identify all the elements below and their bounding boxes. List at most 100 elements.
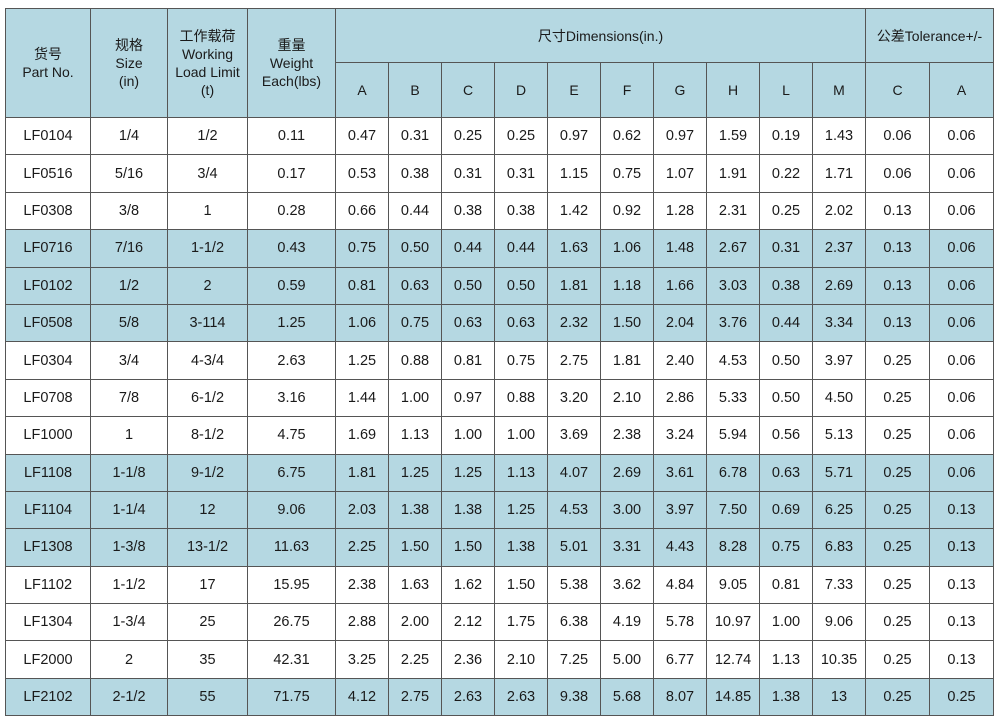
table-cell: 4.84 — [653, 565, 707, 605]
table-cell: 0.44 — [494, 229, 548, 268]
table-cell: 6.75 — [247, 453, 336, 492]
table-cell: 1.07 — [653, 154, 707, 193]
table-cell: 0.63 — [494, 303, 548, 343]
header-part-no-cn: 货号 — [34, 46, 62, 62]
table-cell: 0.97 — [441, 378, 495, 418]
table-cell: 1.25 — [335, 341, 389, 380]
table-cell: 1.42 — [547, 191, 601, 231]
table-cell: 71.75 — [247, 677, 336, 717]
table-cell: 0.06 — [865, 116, 930, 156]
header-weight-en-2: Each(lbs) — [261, 73, 322, 89]
table-cell: 3.34 — [812, 303, 866, 343]
table-cell: 0.25 — [865, 565, 930, 605]
table-cell: 0.25 — [865, 378, 930, 418]
table-row: LF0708 7/8 6-1/2 3.16 1.44 1.00 0.97 0.88 3.20 2.… — [5, 378, 994, 418]
table-cell: 1.38 — [494, 528, 548, 567]
table-cell: 2.37 — [812, 229, 866, 268]
table-cell: 0.06 — [865, 154, 930, 193]
table-cell: 0.06 — [929, 341, 994, 380]
table-cell: 9.06 — [812, 603, 866, 642]
dim-col-a: A — [335, 62, 389, 118]
table-cell: 0.63 — [441, 303, 495, 343]
table-cell: 1.66 — [653, 266, 707, 305]
table-cell: 3.20 — [547, 378, 601, 418]
table-cell: 35 — [167, 640, 248, 679]
table-cell: 1-3/4 — [90, 603, 168, 642]
table-cell: 0.13 — [865, 229, 930, 268]
table-cell: 0.81 — [441, 341, 495, 380]
table-cell: 0.69 — [759, 490, 813, 530]
header-weight: 重量 Weight Each(lbs) — [247, 8, 336, 118]
table-cell: 1-1/8 — [90, 453, 168, 492]
table-cell: 2.10 — [600, 378, 654, 418]
table-cell: 9.06 — [247, 490, 336, 530]
subheader-row: A B C D E F G H L M C A — [6, 62, 994, 118]
header-working-load-limit: 工作载荷 Working Load Limit (t) — [167, 8, 248, 118]
dim-col-h: H — [706, 62, 760, 118]
table-cell: 3.03 — [706, 266, 760, 305]
table-cell: 3.31 — [600, 528, 654, 567]
tol-col-a: A — [929, 62, 994, 118]
table-cell: 2.00 — [388, 603, 442, 642]
part-number-cell: LF1000 — [5, 416, 91, 455]
table-cell: 2.04 — [653, 303, 707, 343]
dim-col-m: M — [812, 62, 866, 118]
table-cell: 0.13 — [865, 303, 930, 343]
header-wll-en-1: Working — [181, 46, 234, 62]
table-cell: 0.44 — [388, 191, 442, 231]
table-cell: 2.38 — [335, 565, 389, 605]
dim-col-c: C — [441, 62, 495, 118]
table-cell: 0.25 — [494, 116, 548, 156]
table-cell: 0.06 — [929, 116, 994, 156]
table-cell: 2.38 — [600, 416, 654, 455]
part-number-cell: LF0308 — [5, 191, 91, 231]
header-part-no: 货号 Part No. — [5, 8, 91, 118]
table-cell: 3.25 — [335, 640, 389, 679]
table-cell: 5.00 — [600, 640, 654, 679]
table-cell: 5/16 — [90, 154, 168, 193]
table-cell: 0.88 — [388, 341, 442, 380]
table-cell: 3.00 — [600, 490, 654, 530]
table-cell: 9.38 — [547, 677, 601, 717]
table-cell: 13-1/2 — [167, 528, 248, 567]
table-cell: 0.38 — [441, 191, 495, 231]
table-cell: 2.10 — [494, 640, 548, 679]
table-cell: 0.25 — [865, 490, 930, 530]
table-cell: 1.50 — [600, 303, 654, 343]
part-number-cell: LF0104 — [5, 116, 91, 156]
table-cell: 1.13 — [759, 640, 813, 679]
table-cell: 25 — [167, 603, 248, 642]
table-cell: 1.25 — [441, 453, 495, 492]
table-cell: 1.00 — [759, 603, 813, 642]
table-cell: 5.68 — [600, 677, 654, 717]
table-cell: 17 — [167, 565, 248, 605]
table-row: LF2102 2-1/2 55 71.75 4.12 2.75 2.63 2.63 9.38 5.… — [5, 677, 994, 717]
table-cell: 1.63 — [547, 229, 601, 268]
table-cell: 0.25 — [865, 677, 930, 717]
part-number-cell: LF0304 — [5, 341, 91, 380]
table-cell: 4.07 — [547, 453, 601, 492]
table-cell: 0.25 — [865, 453, 930, 492]
table-cell: 1.06 — [600, 229, 654, 268]
table-cell: 3.76 — [706, 303, 760, 343]
table-cell: 6.83 — [812, 528, 866, 567]
table-cell: 0.25 — [865, 416, 930, 455]
table-row: LF1104 1-1/4 12 9.06 2.03 1.38 1.38 1.25 4.53 3.0… — [5, 490, 994, 530]
table-cell: 1 — [90, 416, 168, 455]
table-cell: 4.43 — [653, 528, 707, 567]
table-cell: 0.43 — [247, 229, 336, 268]
table-cell: 0.88 — [494, 378, 548, 418]
table-cell: 0.06 — [929, 191, 994, 231]
table-cell: 1.81 — [600, 341, 654, 380]
table-cell: 0.50 — [759, 378, 813, 418]
table-cell: 13 — [812, 677, 866, 717]
header-part-no-en: Part No. — [22, 64, 74, 80]
table-row: LF1308 1-3/8 13-1/2 11.63 2.25 1.50 1.50 1.38 5.… — [5, 528, 994, 567]
table-cell: 3/4 — [167, 154, 248, 193]
table-cell: 0.28 — [247, 191, 336, 231]
table-cell: 1.50 — [494, 565, 548, 605]
table-cell: 1.43 — [812, 116, 866, 156]
header-wll-en-2: Load Limit — [175, 64, 240, 80]
table-row: LF0102 1/2 2 0.59 0.81 0.63 0.50 0.50 1.81 1.18 1.… — [5, 266, 994, 305]
table-cell: 0.50 — [441, 266, 495, 305]
